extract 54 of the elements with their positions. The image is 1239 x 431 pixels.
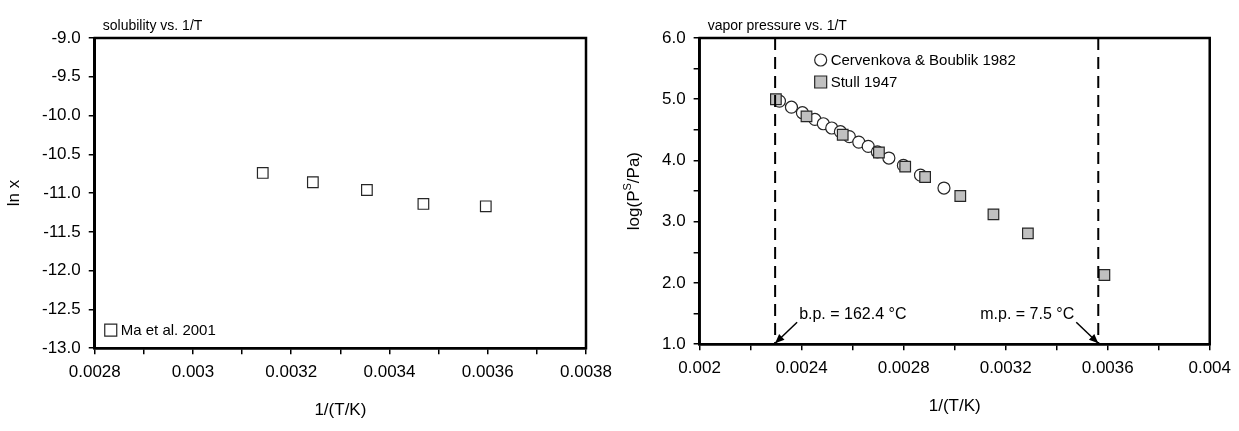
point bbox=[256, 167, 269, 179]
x-tick-label: 0.0034 bbox=[363, 362, 416, 382]
point bbox=[937, 181, 951, 195]
point bbox=[800, 110, 813, 123]
y-tick-label: 6.0 bbox=[661, 27, 686, 47]
y-tick-label: 3.0 bbox=[661, 211, 686, 231]
point bbox=[1021, 227, 1034, 240]
legend-label: Stull 1947 bbox=[830, 73, 898, 91]
x-tick-label: 0.0036 bbox=[461, 362, 514, 382]
x-tick-label: 0.0032 bbox=[265, 362, 318, 382]
point bbox=[784, 100, 799, 114]
x-axis-title: 1/(T/K) bbox=[314, 400, 367, 420]
y-tick-label: -9.0 bbox=[51, 27, 81, 47]
legend-label: Cervenkova & Boublik 1982 bbox=[830, 51, 1016, 69]
x-tick-label: 0.0036 bbox=[1081, 358, 1134, 378]
y-tick-label: 5.0 bbox=[661, 88, 686, 108]
point bbox=[1098, 269, 1111, 281]
x-tick-label: 0.004 bbox=[1188, 358, 1231, 378]
point bbox=[987, 208, 1000, 221]
y-tick-label: -12.0 bbox=[42, 260, 81, 280]
y-axis-title: log(PS/Pa) bbox=[621, 151, 643, 231]
point bbox=[306, 176, 319, 189]
chart-title: solubility vs. 1/T bbox=[102, 17, 203, 33]
annotation: b.p. = 162.4 °C bbox=[799, 304, 907, 322]
x-axis-title: 1/(T/K) bbox=[928, 396, 981, 416]
legend-label: Ma et al. 2001 bbox=[120, 321, 216, 339]
point bbox=[479, 200, 492, 213]
x-tick-label: 0.0038 bbox=[560, 362, 612, 382]
y-tick-label: -12.5 bbox=[42, 299, 81, 319]
y-tick-label: 2.0 bbox=[661, 272, 686, 292]
annotation: m.p. = 7.5 °C bbox=[980, 304, 1075, 322]
y-tick-label: -10.5 bbox=[42, 144, 81, 164]
y-tick-label: 1.0 bbox=[661, 333, 686, 353]
y-tick-label: -9.5 bbox=[51, 66, 81, 86]
y-tick-label: -11.5 bbox=[43, 221, 81, 241]
y-tick-label: -10.0 bbox=[42, 105, 81, 125]
x-tick-label: 0.0028 bbox=[68, 362, 121, 382]
x-tick-label: 0.0028 bbox=[877, 358, 930, 378]
point bbox=[882, 151, 896, 165]
point bbox=[954, 190, 967, 202]
x-tick-label: 0.002 bbox=[678, 358, 721, 378]
point bbox=[417, 198, 430, 210]
y-tick-label: 4.0 bbox=[661, 150, 686, 170]
y-tick-label: -11.0 bbox=[43, 182, 81, 202]
point bbox=[361, 184, 373, 196]
chart-title: vapor pressure vs. 1/T bbox=[707, 17, 848, 33]
y-axis-title: ln x bbox=[3, 179, 23, 207]
point bbox=[861, 139, 875, 153]
point bbox=[852, 135, 866, 149]
x-tick-label: 0.003 bbox=[171, 362, 215, 382]
y-tick-label: -13.0 bbox=[42, 337, 81, 357]
x-tick-label: 0.0032 bbox=[979, 358, 1032, 378]
point bbox=[919, 171, 931, 183]
x-tick-label: 0.0024 bbox=[775, 358, 828, 378]
